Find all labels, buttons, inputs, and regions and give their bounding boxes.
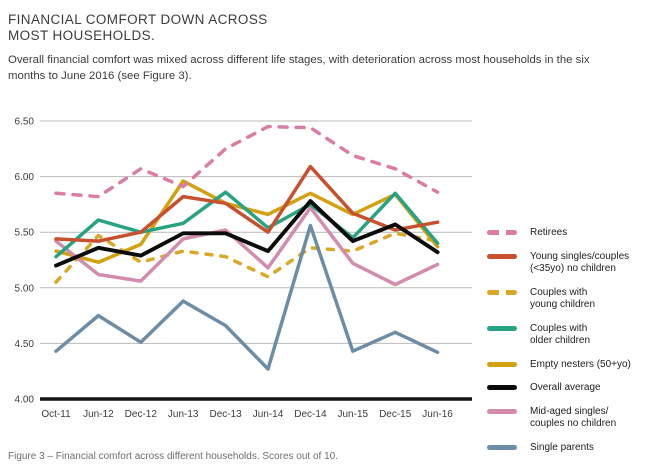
- legend-label-single-parents: Single parents: [530, 441, 594, 453]
- legend-label-couples-young-children: Couples with young children: [530, 286, 596, 311]
- series-line-overall-average: [54, 199, 440, 268]
- legend-swatch-single-parents: [487, 444, 517, 450]
- legend-swatch-empty-nesters: [487, 361, 517, 367]
- line-chart: 6.50 6.00 5.50 5.00 4.50 4.00 Oct-11 Jun-12 Dec-…: [15, 117, 472, 420]
- chart-legend: Retirees Young singles/couples (<35yo) no…: [487, 227, 645, 454]
- legend-label-overall-average: Overall average: [530, 382, 601, 393]
- y-tick-label: 4.50: [15, 339, 35, 350]
- legend-label-mid-aged-singles-couples: Mid-aged singles/ couples no children: [530, 405, 617, 430]
- legend-item-mid-aged-singles-couples: Mid-aged singles/ couples no children: [487, 406, 645, 431]
- page-subtitle: Overall financial comfort was mixed acro…: [8, 54, 590, 82]
- x-tick-label: Dec-14: [294, 409, 327, 420]
- legend-item-retirees: Retirees: [487, 227, 645, 240]
- y-tick-label: 5.00: [15, 283, 35, 294]
- legend-label-retirees: Retirees: [530, 227, 568, 238]
- y-tick-label: 5.50: [15, 228, 35, 239]
- legend-item-couples-young-children: Couples with young children: [487, 287, 645, 312]
- x-tick-label: Dec-15: [379, 409, 412, 420]
- series-line-single-parents: [54, 223, 440, 371]
- legend-label-couples-older-children: Couples with older children: [530, 322, 591, 347]
- series-line-young-singles-couples: [54, 164, 440, 243]
- legend-item-empty-nesters: Empty nesters (50+yo): [487, 359, 645, 372]
- x-tick-label: Jun-14: [253, 409, 284, 420]
- x-tick-label: Jun-15: [338, 409, 369, 420]
- page-title: FINANCIAL COMFORT DOWN ACROSS MOST HOUSE…: [8, 12, 268, 44]
- figure-caption: Figure 3 – Financial comfort across diff…: [8, 451, 338, 462]
- y-tick-label: 6.00: [15, 172, 35, 183]
- legend-item-young-singles-couples: Young singles/couples (<35yo) no childre…: [487, 251, 645, 276]
- legend-label-young-singles-couples: Young singles/couples (<35yo) no childre…: [530, 250, 630, 275]
- x-tick-label: Jun-12: [83, 409, 114, 420]
- legend-swatch-couples-older-children: [487, 325, 517, 331]
- legend-item-couples-older-children: Couples with older children: [487, 323, 645, 348]
- x-tick-label: Dec-13: [209, 409, 242, 420]
- y-tick-label: 6.50: [15, 117, 35, 128]
- legend-swatch-couples-young-children: [487, 289, 517, 295]
- legend-swatch-mid-aged-singles-couples: [487, 408, 517, 414]
- x-tick-label: Jun-13: [168, 409, 199, 420]
- series-line-retirees: [54, 124, 440, 199]
- legend-item-single-parents: Single parents: [487, 442, 645, 455]
- series-line-couples-older-children: [54, 190, 440, 259]
- legend-item-overall-average: Overall average: [487, 382, 645, 395]
- x-tick-label: Jun-16: [422, 409, 453, 420]
- x-tick-label: Dec-12: [125, 409, 158, 420]
- legend-swatch-overall-average: [487, 385, 517, 390]
- x-tick-label: Oct-11: [41, 409, 71, 420]
- legend-label-empty-nesters: Empty nesters (50+yo): [530, 358, 631, 370]
- y-tick-label: 4.00: [15, 395, 35, 406]
- series-line-mid-aged-singles-couples: [54, 205, 440, 287]
- series-line-couples-young-children: [54, 231, 440, 284]
- legend-swatch-young-singles-couples: [487, 253, 517, 259]
- legend-swatch-retirees: [487, 230, 517, 235]
